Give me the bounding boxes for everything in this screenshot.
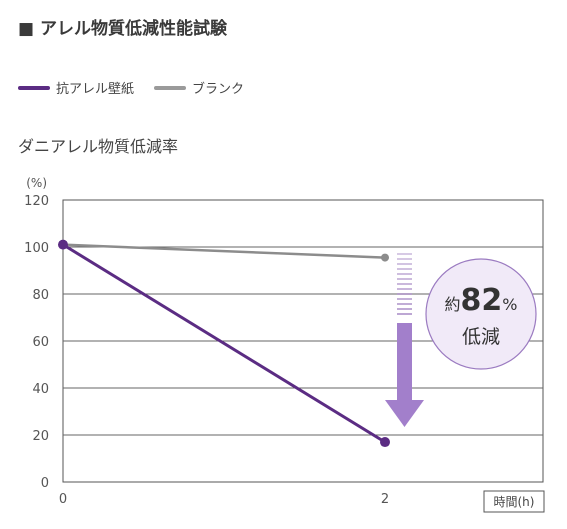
- legend-item-blank: ブランク: [154, 78, 244, 97]
- x-axis-unit: 時間(h): [494, 495, 535, 509]
- badge-prefix: 約: [445, 295, 461, 314]
- series-line-wallpaper: [62, 243, 386, 444]
- legend-swatch-wallpaper: [18, 85, 50, 90]
- badge-unit: %: [502, 295, 517, 314]
- y-axis-unit: (%): [26, 176, 47, 190]
- page-title: ■ アレル物質低減性能試験: [18, 19, 227, 39]
- reduction-badge: [425, 258, 537, 370]
- y-tick-label-40: 40: [32, 382, 49, 397]
- reduction-arrow-head: [385, 400, 424, 427]
- reduction-arrow-shaft: [397, 323, 412, 403]
- badge-line2: 低減: [462, 326, 500, 348]
- series-line-blank: [62, 243, 386, 259]
- data-point-wallpaper-1: [380, 437, 390, 448]
- badge-number: 82: [461, 283, 503, 318]
- y-tick-label-0: 0: [41, 476, 49, 491]
- chart-subtitle: ダニアレル物質低減率: [18, 137, 179, 156]
- legend-label-wallpaper: 抗アレル壁紙: [56, 82, 135, 97]
- y-tick-label-20: 20: [32, 429, 49, 444]
- y-tick-label-120: 120: [24, 194, 49, 209]
- x-axis-unit-box: [483, 490, 545, 513]
- data-point-blank-1: [381, 253, 389, 262]
- x-tick-label-2: 2: [381, 492, 389, 507]
- badge-value: 約82%: [445, 283, 518, 318]
- legend: 抗アレル壁紙 ブランク: [18, 78, 264, 97]
- legend-item-wallpaper: 抗アレル壁紙: [18, 78, 134, 97]
- y-tick-label-80: 80: [32, 288, 49, 303]
- y-tick-label-100: 100: [24, 241, 49, 256]
- y-tick-label-60: 60: [32, 335, 49, 350]
- data-point-wallpaper-0: [58, 239, 68, 250]
- legend-swatch-blank: [154, 85, 187, 90]
- legend-label-blank: ブランク: [192, 82, 245, 97]
- x-tick-label-0: 0: [59, 492, 67, 507]
